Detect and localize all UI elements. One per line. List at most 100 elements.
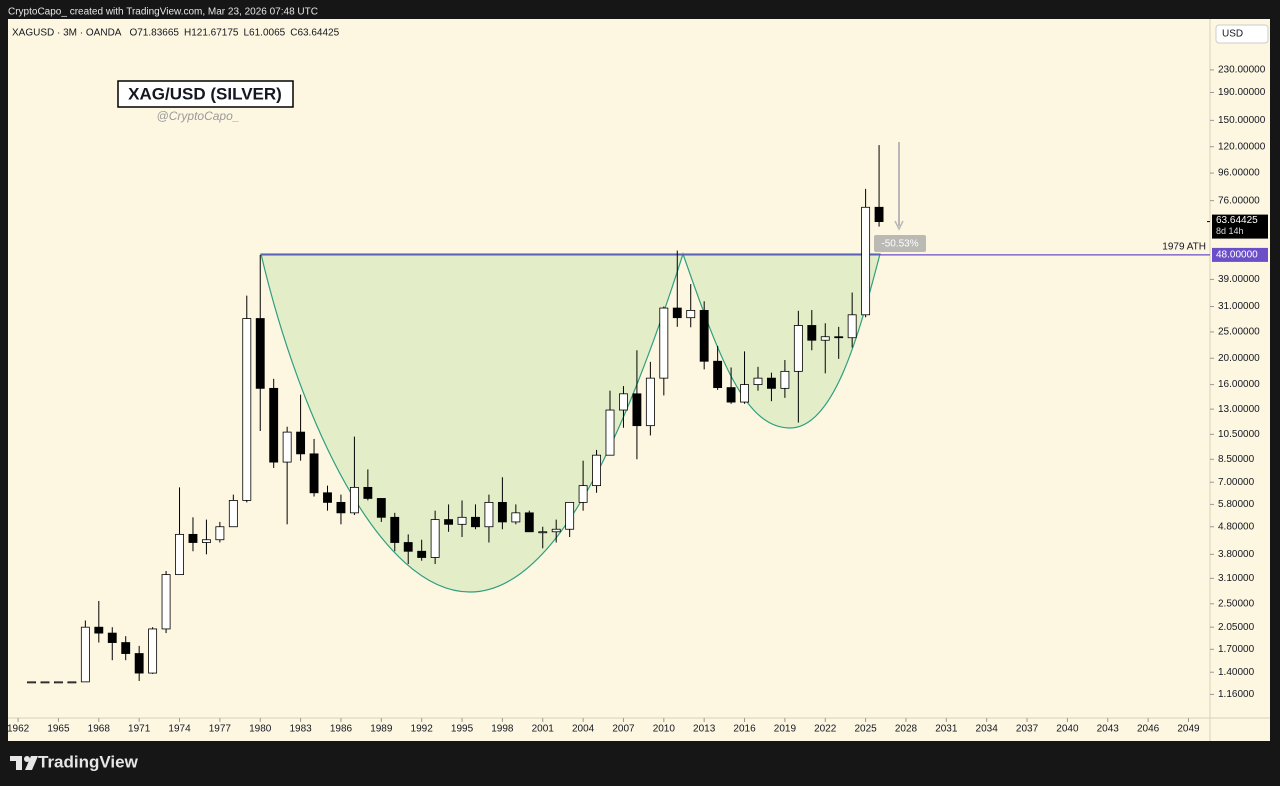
candle-body (40, 681, 50, 684)
ohlc-key: O (129, 28, 137, 39)
x-tick-label: 2001 (532, 724, 555, 735)
candle-body (511, 512, 521, 523)
candle-body (793, 325, 803, 372)
subtitle: @CryptoCapo_ (157, 109, 240, 123)
ohlc-key: H (184, 28, 191, 39)
x-tick-label: 1995 (451, 724, 474, 735)
candle-body (282, 431, 292, 463)
ohlc-value: 63.64425 (297, 28, 339, 39)
candle-body (188, 533, 198, 543)
candle-body (578, 485, 588, 503)
candle-body (336, 501, 346, 514)
currency-box (1215, 24, 1269, 44)
candle-body (632, 393, 642, 427)
candle-body (524, 512, 534, 533)
x-tick-label: 1998 (491, 724, 514, 735)
candle-body (619, 393, 628, 411)
candle-body (497, 501, 507, 523)
x-tick-label: 1968 (88, 724, 111, 735)
candle-body (349, 486, 359, 514)
candle-body (403, 542, 413, 552)
countdown: 8d 14h (1216, 226, 1244, 236)
x-tick-label: 2043 (1097, 724, 1120, 735)
candle-body (672, 307, 682, 319)
level-tag (1212, 247, 1268, 262)
x-tick-label: 1974 (168, 724, 191, 735)
candle-body (107, 632, 117, 643)
x-tick-label: 1986 (330, 724, 353, 735)
currency: USD (1222, 29, 1243, 40)
candle-body (457, 516, 467, 525)
candle-body (296, 431, 306, 455)
x-tick-label: 2007 (612, 724, 635, 735)
logo (10, 756, 38, 770)
x-tick-label: 1983 (289, 724, 312, 735)
level-label: 48.00000 (1216, 250, 1258, 261)
x-tick-label: 2034 (976, 724, 999, 735)
candle-body (175, 533, 184, 576)
candle-body (767, 377, 776, 389)
y-tick-label: 3.10000 (1218, 573, 1255, 584)
candle-body (686, 309, 696, 319)
x-tick-label: 2049 (1177, 724, 1200, 735)
candle-body (565, 501, 575, 530)
x-tick-label: 2022 (814, 724, 837, 735)
x-tick-label: 2028 (895, 724, 918, 735)
y-tick-label: 76.00000 (1218, 195, 1260, 206)
x-tick-label: 2046 (1137, 724, 1160, 735)
y-tick-label: 1.70000 (1218, 644, 1255, 655)
chart-title: XAG/USD (SILVER) (128, 84, 282, 103)
candle-body (726, 387, 736, 403)
x-tick-label: 2025 (854, 724, 877, 735)
y-tick-label: 1.40000 (1218, 667, 1255, 678)
x-tick-label: 2013 (693, 724, 716, 735)
last-price-tag (1212, 214, 1268, 239)
y-tick-label: 230.00000 (1218, 65, 1266, 76)
y-tick-label: 20.00000 (1218, 353, 1260, 364)
ohlc-value: 121.67175 (191, 28, 239, 39)
candle-body (699, 309, 709, 362)
level-name: 1979 ATH (1162, 242, 1206, 253)
candle-body (228, 500, 238, 528)
candle-body (820, 336, 830, 341)
x-tick-label: 2016 (733, 724, 756, 735)
title-box (117, 80, 294, 108)
y-tick-label: 7.00000 (1218, 477, 1255, 488)
y-tick-label: 2.50000 (1218, 598, 1255, 609)
x-tick-label: 1965 (47, 724, 70, 735)
measure-label: -50.53% (881, 239, 918, 250)
ohlc-key: C (290, 28, 297, 39)
x-tick-label: 1977 (209, 724, 232, 735)
y-tick-label: 13.00000 (1218, 404, 1260, 415)
x-tick-label: 2040 (1056, 724, 1079, 735)
ohlc-key: L (243, 28, 249, 39)
y-tick-label: 5.80000 (1218, 499, 1255, 510)
candle-body (592, 454, 601, 487)
credit: CryptoCapo_ created with TradingView.com… (8, 7, 318, 18)
x-tick-label: 2010 (653, 724, 676, 735)
x-tick-label: 2004 (572, 724, 595, 735)
candle-body (430, 519, 440, 558)
candle-body (713, 360, 723, 388)
candle-body (80, 626, 90, 683)
symbol-row: XAGUSD · 3M · OANDA O 71.83665 H 121.67175 L 6… (12, 28, 340, 39)
candle-body (740, 384, 749, 403)
y-tick-label: 25.00000 (1218, 327, 1260, 338)
ohlc-value: 61.0065 (249, 28, 286, 39)
x-tick-label: 1971 (128, 724, 151, 735)
candle-body (847, 314, 857, 339)
x-tick-label: 1992 (411, 724, 434, 735)
logo-mark (10, 756, 22, 770)
y-tick-label: 190.00000 (1218, 87, 1266, 98)
candle-body (309, 453, 319, 494)
y-tick-label: 4.80000 (1218, 521, 1255, 532)
footer (0, 745, 1280, 786)
candle-body (54, 681, 63, 684)
candle-body (255, 318, 265, 389)
plot (27, 145, 1210, 684)
candle-body (484, 501, 494, 528)
logo-mark (25, 756, 38, 770)
x-tick-label: 2031 (935, 724, 958, 735)
ohlc-value: 71.83665 (137, 28, 179, 39)
